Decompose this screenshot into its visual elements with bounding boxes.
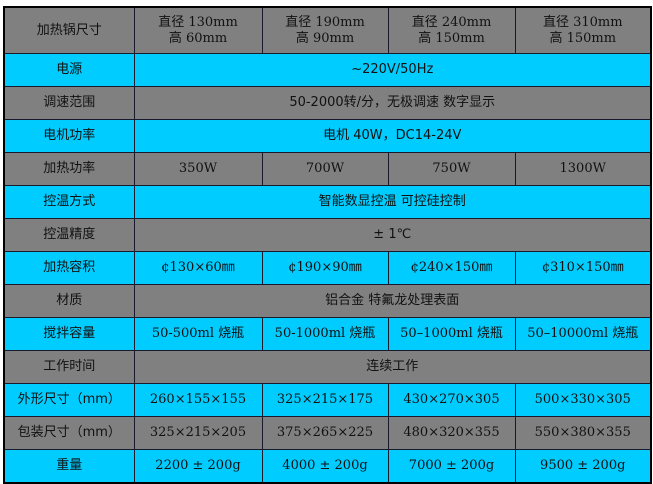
cell-value: 50-500ml 烧瓶 <box>133 317 263 351</box>
row-label: 加热锅尺寸 <box>3 6 135 54</box>
row-label: 外形尺寸（mm） <box>3 383 135 417</box>
row-label: 材质 <box>3 284 135 318</box>
header-cell: 直径 240mm 高 150mm <box>387 6 516 54</box>
cell-value: 2200 ± 200g <box>133 449 263 484</box>
header-cell: 直径 130mm 高 60mm <box>133 6 263 54</box>
header-cell: 直径 190mm 高 90mm <box>261 6 389 54</box>
cell-value: 500×330×305 <box>514 383 652 417</box>
row-label: 电源 <box>3 53 135 87</box>
height: 高 60mm <box>168 30 228 46</box>
diameter: 直径 190mm <box>285 14 365 30</box>
height: 高 150mm <box>549 30 617 46</box>
table-row: 外形尺寸（mm） 260×155×155 325×215×175 430×270×30… <box>3 383 652 417</box>
cell-value: 350W <box>133 152 263 186</box>
cell-value: 50-1000ml 烧瓶 <box>261 317 389 351</box>
table-row: 电源 ~220V/50Hz <box>3 53 652 87</box>
table-row: 电机功率 电机 40W，DC14-24V <box>3 119 652 153</box>
table-row: 加热功率 350W 700W 750W 1300W <box>3 152 652 186</box>
table-row: 控温精度 ± 1℃ <box>3 218 652 252</box>
row-label: 搅拌容量 <box>3 317 135 351</box>
cell-value: 375×265×225 <box>261 416 389 450</box>
cell-value: ¢130×60㎜ <box>133 251 263 285</box>
cell-value: ¢240×150㎜ <box>387 251 516 285</box>
row-label: 工作时间 <box>3 350 135 384</box>
header-row: 加热锅尺寸 直径 130mm 高 60mm 直径 190mm 高 90mm 直径 240m… <box>3 6 652 54</box>
header-cell: 直径 310mm 高 150mm <box>514 6 652 54</box>
cell-value: 50–1000ml 烧瓶 <box>387 317 516 351</box>
cell-value: 260×155×155 <box>133 383 263 417</box>
table-row: 重量 2200 ± 200g 4000 ± 200g 7000 ± 200g 9500 … <box>3 449 652 484</box>
row-value: 智能数显控温 可控硅控制 <box>133 185 652 219</box>
cell-value: 700W <box>261 152 389 186</box>
row-label: 加热功率 <box>3 152 135 186</box>
cell-value: ¢190×90㎜ <box>261 251 389 285</box>
cell-value: 750W <box>387 152 516 186</box>
height: 高 150mm <box>418 30 485 46</box>
table-row: 搅拌容量 50-500ml 烧瓶 50-1000ml 烧瓶 50–1000ml 烧瓶 5… <box>3 317 652 351</box>
row-value: ± 1℃ <box>133 218 652 252</box>
row-value: 铝合金 特氟龙处理表面 <box>133 284 652 318</box>
cell-value: 325×215×205 <box>133 416 263 450</box>
table-row: 控温方式 智能数显控温 可控硅控制 <box>3 185 652 219</box>
row-label: 控温方式 <box>3 185 135 219</box>
table-row: 包装尺寸（mm） 325×215×205 375×265×225 480×320×35… <box>3 416 652 450</box>
diameter: 直径 310mm <box>542 14 623 30</box>
cell-value: 50–10000ml 烧瓶 <box>514 317 652 351</box>
row-label: 电机功率 <box>3 119 135 153</box>
table-row: 材质 铝合金 特氟龙处理表面 <box>3 284 652 318</box>
cell-value: 1300W <box>514 152 652 186</box>
cell-value: 430×270×305 <box>387 383 516 417</box>
diameter: 直径 240mm <box>411 14 492 30</box>
cell-value: 480×320×355 <box>387 416 516 450</box>
row-label: 调速范围 <box>3 86 135 120</box>
row-label: 包装尺寸（mm） <box>3 416 135 450</box>
row-value: 连续工作 <box>133 350 652 384</box>
row-label: 控温精度 <box>3 218 135 252</box>
row-value: 50-2000转/分，无极调速 数字显示 <box>133 86 652 120</box>
diameter: 直径 130mm <box>158 14 238 30</box>
table-row: 加热容积 ¢130×60㎜ ¢190×90㎜ ¢240×150㎜ ¢310×150㎜ <box>3 251 652 285</box>
row-label: 加热容积 <box>3 251 135 285</box>
table-row: 调速范围 50-2000转/分，无极调速 数字显示 <box>3 86 652 120</box>
spec-table: 加热锅尺寸 直径 130mm 高 60mm 直径 190mm 高 90mm 直径 240m… <box>3 6 652 484</box>
cell-value: 325×215×175 <box>261 383 389 417</box>
row-value: ~220V/50Hz <box>133 53 652 87</box>
row-value: 电机 40W，DC14-24V <box>133 119 652 153</box>
table-row: 工作时间 连续工作 <box>3 350 652 384</box>
cell-value: 7000 ± 200g <box>387 449 516 484</box>
row-label: 重量 <box>3 449 135 484</box>
cell-value: 550×380×355 <box>514 416 652 450</box>
height: 高 90mm <box>295 30 355 46</box>
cell-value: 9500 ± 200g <box>514 449 652 484</box>
cell-value: ¢310×150㎜ <box>514 251 652 285</box>
cell-value: 4000 ± 200g <box>261 449 389 484</box>
